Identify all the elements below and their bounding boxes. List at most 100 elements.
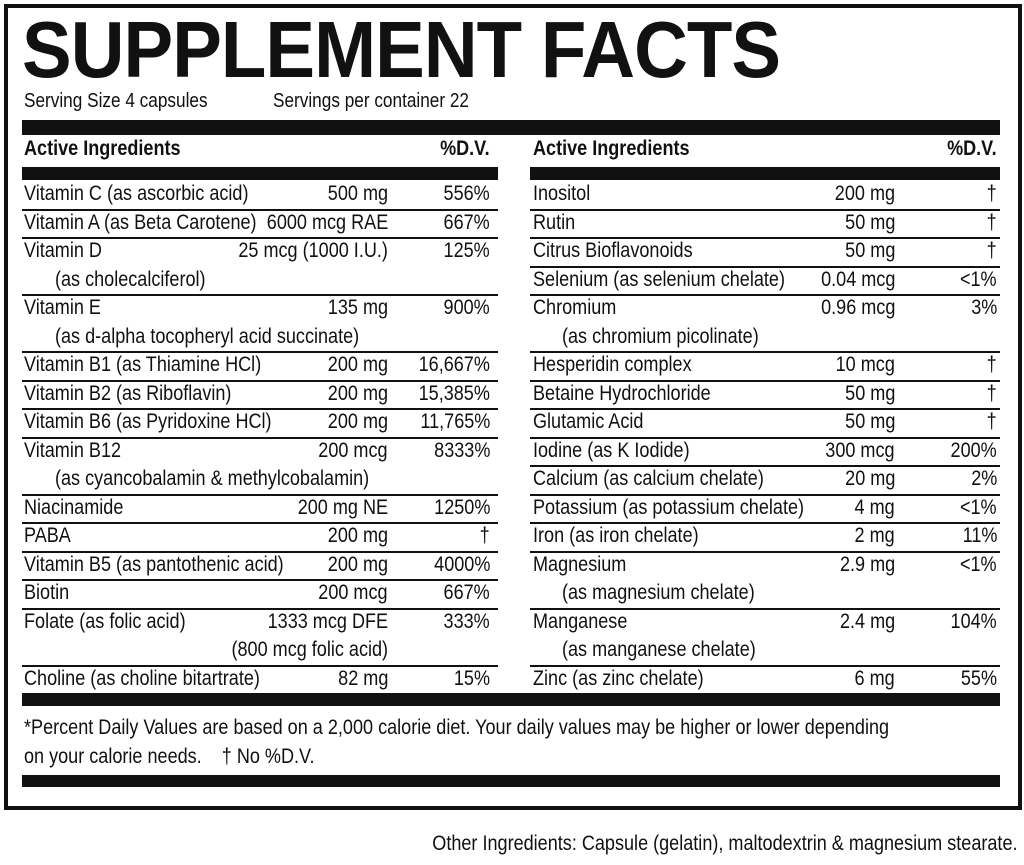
ingredient-detail: (as magnesium chelate) <box>562 581 755 604</box>
daily-value: 333% <box>443 609 490 633</box>
ingredient-amount: 82 mg <box>337 666 388 690</box>
daily-value: 125% <box>443 239 490 262</box>
footnote-line: on your calorie needs. † No %D.V. <box>24 745 315 768</box>
ingredient-amount: 10 mcg <box>835 353 895 376</box>
ingredient-amount: 135 mg <box>327 296 388 319</box>
row-rule <box>22 550 498 553</box>
ingredient-name: Vitamin B5 (as pantothenic acid) <box>24 552 284 576</box>
thick-bar <box>530 167 1000 180</box>
daily-value: 2% <box>970 467 997 490</box>
daily-value: 667% <box>443 210 490 234</box>
row-rule <box>22 493 498 496</box>
row-rule <box>22 237 498 239</box>
row-rule <box>22 408 498 410</box>
serving-size: Serving Size 4 capsules <box>24 90 208 112</box>
ingredient-name: Vitamin B6 (as Pyridoxine HCl) <box>24 410 272 433</box>
ingredient-name: Vitamin D <box>24 239 102 262</box>
ingredient-name: Vitamin B1 (as Thiamine HCl) <box>24 353 262 376</box>
ingredient-amount: 25 mcg (1000 I.U.) <box>238 239 388 262</box>
row-rule <box>530 379 1000 382</box>
other-ingredients: Other Ingredients: Capsule (gelatin), ma… <box>432 832 1018 855</box>
daily-value: 667% <box>443 581 490 604</box>
ingredient-amount: 2 mg <box>854 524 895 547</box>
ingredient-amount: 50 mg <box>844 210 895 234</box>
ingredient-name: Betaine Hydrochloride <box>533 381 711 405</box>
ingredient-name: Manganese <box>533 609 628 633</box>
ingredient-amount: 200 mg <box>327 552 388 576</box>
ingredient-amount: 50 mg <box>844 239 895 262</box>
column-header: %D.V. <box>947 137 997 160</box>
row-rule <box>22 351 498 353</box>
ingredient-name: Zinc (as zinc chelate) <box>533 666 704 690</box>
ingredient-amount: 20 mg <box>844 467 895 490</box>
ingredient-amount: 2.4 mg <box>839 609 895 633</box>
thick-bar <box>22 120 1000 135</box>
daily-value: † <box>479 524 490 547</box>
row-rule <box>530 693 1000 695</box>
servings-per-container: Servings per container 22 <box>273 90 470 112</box>
row-rule <box>22 522 498 524</box>
ingredient-amount: 200 mg <box>327 410 388 433</box>
row-rule <box>530 436 1000 439</box>
row-rule <box>530 607 1000 610</box>
daily-value: 3% <box>970 296 997 319</box>
ingredient-detail: (as cholecalciferol) <box>55 267 206 291</box>
ingredient-name: Rutin <box>533 210 576 234</box>
ingredient-amount: 6 mg <box>854 666 895 690</box>
row-rule <box>530 465 1000 467</box>
daily-value: † <box>986 210 997 234</box>
ingredient-name: Hesperidin complex <box>533 353 692 376</box>
ingredient-detail: (as d-alpha tocopheryl acid succinate) <box>55 324 360 348</box>
ingredient-name: Choline (as choline bitartrate) <box>24 666 260 690</box>
daily-value: <1% <box>960 267 997 291</box>
ingredient-name: Vitamin B2 (as Riboflavin) <box>24 381 232 405</box>
daily-value: 16,667% <box>418 353 490 376</box>
amount-detail: (800 mcg folic acid) <box>231 638 388 661</box>
ingredient-name: Citrus Bioflavonoids <box>533 239 693 262</box>
ingredient-detail: (as manganese chelate) <box>562 638 756 661</box>
label-border <box>4 4 1022 810</box>
daily-value: <1% <box>960 495 997 519</box>
title: SUPPLEMENT FACTS <box>22 5 781 94</box>
ingredient-name: Chromium <box>533 296 617 319</box>
ingredient-amount: 200 mg NE <box>297 495 388 519</box>
ingredient-name: Calcium (as calcium chelate) <box>533 467 764 490</box>
daily-value: 15% <box>453 666 490 690</box>
daily-value: 1250% <box>433 495 490 519</box>
row-rule <box>530 408 1000 410</box>
ingredient-amount: 200 mg <box>834 182 895 205</box>
ingredient-name: Iron (as iron chelate) <box>533 524 699 547</box>
daily-value: † <box>986 410 997 433</box>
footnote-line: *Percent Daily Values are based on a 2,0… <box>24 716 890 739</box>
ingredient-amount: 50 mg <box>844 410 895 433</box>
row-rule <box>530 351 1000 353</box>
daily-value: 11,765% <box>420 410 490 433</box>
ingredient-name: Magnesium <box>533 552 627 576</box>
ingredient-amount: 0.96 mcg <box>820 296 895 319</box>
daily-value: 11% <box>962 524 997 547</box>
row-rule <box>530 550 1000 553</box>
ingredient-amount: 300 mcg <box>825 438 895 462</box>
ingredient-amount: 200 mcg <box>318 581 388 604</box>
ingredient-name: Niacinamide <box>24 495 124 519</box>
row-rule <box>530 493 1000 496</box>
thick-bar <box>22 167 498 180</box>
thick-bar <box>22 693 1000 706</box>
row-rule <box>530 664 1000 667</box>
row-rule <box>530 522 1000 524</box>
ingredient-name: Iodine (as K Iodide) <box>533 438 690 462</box>
ingredient-amount: 0.04 mcg <box>820 267 895 291</box>
ingredient-amount: 500 mg <box>327 182 388 205</box>
column-header: Active Ingredients <box>533 137 690 160</box>
column-header: Active Ingredients <box>24 137 181 160</box>
row-rule <box>22 436 498 439</box>
ingredient-name: Folate (as folic acid) <box>24 609 186 633</box>
row-rule <box>530 237 1000 239</box>
ingredient-name: Vitamin B12 <box>24 438 122 462</box>
ingredient-amount: 200 mg <box>327 353 388 376</box>
row-rule <box>22 579 498 581</box>
row-rule <box>22 607 498 610</box>
ingredient-amount: 200 mcg <box>318 438 388 462</box>
ingredient-detail: (as chromium picolinate) <box>562 324 759 348</box>
